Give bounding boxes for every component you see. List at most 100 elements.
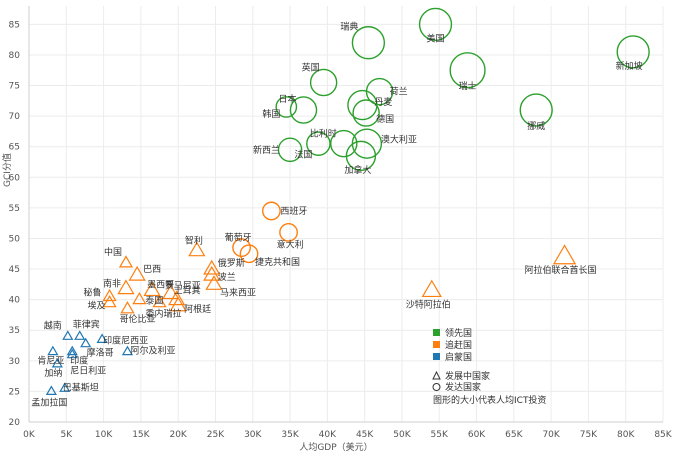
- x-tick-label: 5K: [60, 430, 73, 440]
- point-智利: [188, 241, 206, 257]
- y-tick-label: 70: [9, 112, 21, 122]
- legend-label: 启蒙国: [445, 351, 472, 363]
- label-瑞士: 瑞士: [459, 80, 477, 92]
- label-德国: 德国: [376, 113, 394, 125]
- y-tick-label: 60: [9, 173, 21, 183]
- label-摩洛哥: 摩洛哥: [87, 347, 114, 359]
- x-tick-label: 85K: [654, 430, 672, 440]
- y-axis-title: GCI分值: [1, 153, 13, 187]
- point-丹麦: [347, 89, 378, 121]
- label-马来西亚: 马来西亚: [220, 287, 256, 298]
- point-阿尔及利亚: [121, 345, 134, 356]
- point-捷克共和国: [239, 244, 259, 264]
- label-智利: 智利: [185, 235, 203, 247]
- legend-label: 领先国: [445, 327, 472, 339]
- point-英国: [309, 68, 338, 97]
- label-英国: 英国: [302, 61, 320, 73]
- point-南非: [117, 279, 135, 295]
- label-挪威: 挪威: [527, 120, 545, 132]
- point-德国: [352, 99, 380, 127]
- legend-swatch: [433, 353, 440, 360]
- x-tick-label: 75K: [580, 430, 598, 440]
- point-俄罗斯: [203, 259, 221, 275]
- point-韩国: [275, 96, 298, 118]
- label-日本: 日本: [278, 93, 296, 105]
- y-tick-label: 25: [9, 387, 20, 397]
- point-瑞士: [449, 52, 486, 89]
- label-委内瑞拉: 委内瑞拉: [146, 308, 182, 320]
- label-哥伦比亚: 哥伦比亚: [119, 313, 155, 325]
- label-意大利: 意大利: [277, 238, 304, 250]
- x-tick-label: 10K: [95, 430, 113, 440]
- label-阿根廷: 阿根廷: [184, 303, 211, 315]
- point-西班牙: [262, 201, 281, 221]
- label-秘鲁: 秘鲁: [84, 287, 102, 299]
- x-tick-label: 80K: [617, 430, 635, 440]
- y-tick-label: 55: [9, 204, 20, 214]
- point-印度尼西亚: [96, 333, 108, 343]
- label-美国: 美国: [426, 32, 444, 44]
- label-加纳: 加纳: [44, 367, 62, 379]
- point-印度: [66, 345, 78, 356]
- label-丹麦: 丹麦: [374, 96, 392, 108]
- y-tick-label: 80: [9, 51, 21, 61]
- point-巴基斯坦: [59, 382, 71, 392]
- x-axis-title: 人均GDP（美元）: [299, 441, 372, 453]
- label-埃及: 埃及: [88, 300, 106, 312]
- axes: 0K 5K 10K 15K 20K 25K 30K 35K 40K 45K 50K 55K 60K 65K…: [1, 6, 673, 453]
- point-墨西哥: [143, 281, 161, 297]
- x-tick-label: 70K: [542, 430, 560, 440]
- point-肯尼亚: [47, 345, 59, 356]
- label-新西兰: 新西兰: [253, 144, 280, 156]
- point-法国: [306, 131, 331, 156]
- point-哥伦比亚: [120, 301, 135, 314]
- label-加拿大: 加拿大: [344, 164, 371, 176]
- x-tick-label: 0K: [23, 430, 36, 440]
- gridlines: [28, 6, 664, 423]
- label-澳大利亚: 澳大利亚: [381, 134, 417, 146]
- point-新加坡: [616, 35, 650, 69]
- point-瑞典: [351, 26, 386, 60]
- x-tick-label: 40K: [319, 430, 337, 440]
- point-孟加拉国: [45, 385, 57, 395]
- y-tick-label: 65: [9, 143, 20, 153]
- data-points: [45, 7, 650, 395]
- label-捷克共和国: 捷克共和国: [255, 256, 300, 268]
- point-葡萄牙: [232, 238, 251, 258]
- point-阿拉伯联合酋长国: [552, 244, 577, 265]
- point-中国: [118, 255, 134, 268]
- point-新西兰: [277, 137, 303, 163]
- point-马来西亚: [205, 275, 223, 290]
- y-tick-label: 75: [9, 82, 20, 92]
- label-巴西: 巴西: [143, 264, 161, 275]
- point-加纳: [51, 357, 63, 368]
- label-墨西哥: 墨西哥: [147, 279, 174, 290]
- legend-label: 追赶国: [445, 339, 472, 351]
- label-罗马尼亚: 罗马尼亚: [165, 281, 201, 292]
- point-意大利: [279, 222, 298, 242]
- label-沙特阿拉伯: 沙特阿拉伯: [406, 298, 451, 310]
- point-日本: [289, 96, 318, 124]
- label-阿拉伯联合酋长国: 阿拉伯联合酋长国: [525, 264, 597, 276]
- legend-size-note: 图形的大小代表人均ICT投资: [433, 394, 546, 406]
- label-俄罗斯: 俄罗斯: [218, 257, 245, 269]
- legend-circle-icon: [432, 383, 441, 391]
- point-尼日利亚: [66, 348, 78, 359]
- label-印度: 印度: [70, 355, 88, 367]
- label-南非: 南非: [103, 278, 121, 290]
- x-tick-label: 25K: [207, 430, 225, 440]
- x-tick-label: 15K: [132, 430, 150, 440]
- label-比利时: 比利时: [310, 128, 337, 140]
- label-瑞典: 瑞典: [340, 21, 358, 33]
- point-阿根廷: [169, 296, 187, 312]
- label-法国: 法国: [294, 149, 312, 161]
- label-中国: 中国: [104, 246, 122, 258]
- point-土耳其: [168, 290, 186, 306]
- legend-swatch: [433, 341, 440, 348]
- point-摩洛哥: [80, 337, 92, 348]
- label-新加坡: 新加坡: [616, 60, 643, 72]
- point-巴西: [128, 265, 146, 281]
- point-加拿大: [345, 140, 377, 172]
- legend-shape-label: 发展中国家: [445, 370, 490, 382]
